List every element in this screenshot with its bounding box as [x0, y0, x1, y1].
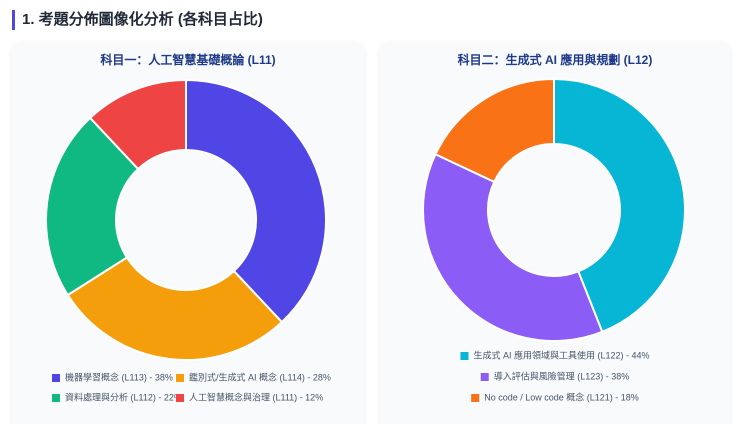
legend-swatch — [480, 373, 489, 381]
legend-label: 鑑別式/生成式 AI 概念 (L114) - 28% — [189, 371, 331, 382]
legend-label: 機器學習概念 (L113) - 38% — [65, 371, 173, 382]
donut-slice — [422, 152, 604, 342]
legend-label: 人工智慧概念與治理 (L111) - 12% — [189, 391, 323, 402]
legend-swatch — [460, 352, 469, 360]
legend-swatch — [176, 394, 184, 402]
heading-bar — [12, 10, 15, 30]
donut-slice — [66, 256, 284, 361]
legend-swatch — [52, 374, 60, 382]
legend-label: No code / Low code 概念 (L121) - 18% — [484, 391, 639, 402]
legend-label: 導入評估與風險管理 (L123) - 38% — [494, 370, 630, 381]
donut-slice — [553, 77, 686, 334]
chart-title: 科目二：生成式 AI 應用與規劃 (L12) — [458, 52, 653, 67]
legend-swatch — [471, 394, 480, 402]
donut-slice — [45, 116, 140, 297]
legend-swatch — [176, 374, 184, 382]
legend-swatch — [52, 394, 60, 402]
legend-label: 生成式 AI 應用領域與工具使用 (L122) - 44% — [473, 349, 649, 360]
donut-slice — [434, 77, 555, 184]
donut-slice — [185, 78, 327, 324]
donut-slice — [88, 78, 187, 171]
page-heading: 1. 考題分佈圖像化分析 (各科目占比) — [22, 10, 263, 28]
legend-label: 資料處理與分析 (L112) - 22% — [65, 391, 182, 402]
chart-title: 科目一：人工智慧基礎概論 (L11) — [100, 52, 275, 67]
